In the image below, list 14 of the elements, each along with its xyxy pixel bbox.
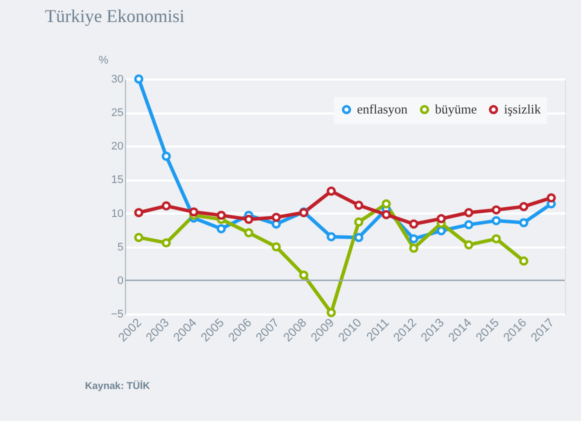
y-tick-label: 0 <box>117 274 124 287</box>
y-tick-label: 30 <box>111 74 124 86</box>
legend-label: büyüme <box>435 102 478 117</box>
text: Kaynak: TÜİK <box>85 380 151 392</box>
y-tick-label: 15 <box>111 174 124 186</box>
y-tick-label: 25 <box>111 107 124 120</box>
y-tick-label: 10 <box>111 208 124 220</box>
y-tick-label: −5 <box>110 308 124 320</box>
y-tick-label: 20 <box>111 140 124 153</box>
y-tick-label: 5 <box>117 241 124 254</box>
y-axis-title: % <box>98 54 109 66</box>
legend-label: enflasyon <box>357 102 408 117</box>
chart-title: Türkiye Ekonomisi <box>45 6 184 26</box>
legend-label: işsizlik <box>504 102 542 117</box>
